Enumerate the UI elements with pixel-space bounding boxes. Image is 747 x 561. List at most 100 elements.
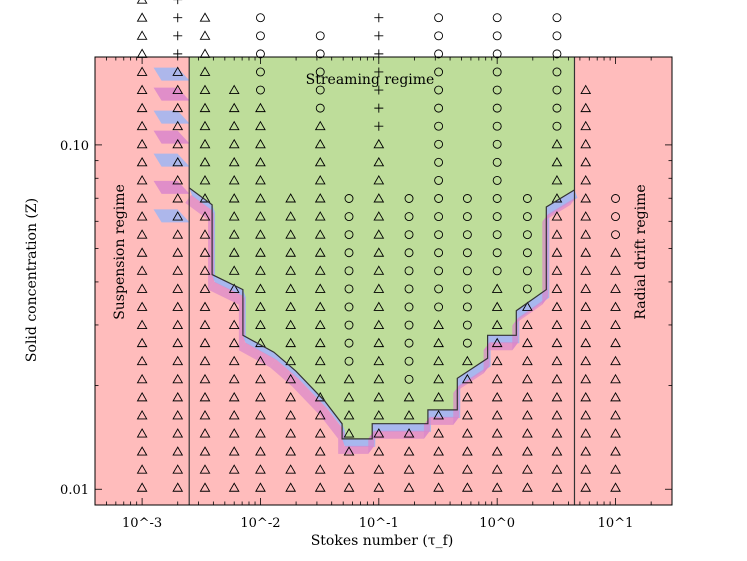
marker-triangle	[403, 446, 415, 456]
marker-triangle	[285, 337, 297, 348]
marker-triangle	[172, 355, 184, 366]
marker-circle	[492, 13, 502, 23]
marker-circle	[462, 338, 472, 348]
marker-circle	[492, 121, 502, 131]
marker-triangle	[255, 120, 266, 131]
marker-triangle	[228, 337, 240, 348]
marker-plus	[374, 85, 384, 95]
marker-triangle	[580, 175, 592, 185]
marker-triangle	[255, 229, 266, 239]
marker-triangle	[199, 211, 211, 221]
marker-triangle	[255, 283, 266, 293]
marker-triangle	[551, 446, 563, 456]
marker-triangle	[433, 482, 444, 492]
transition-band-magenta	[292, 378, 327, 417]
marker-circle	[256, 67, 265, 77]
x-axis-label: Stokes number (τ_f)	[311, 533, 454, 549]
marker-triangle	[491, 283, 503, 293]
marker-triangle	[228, 84, 240, 94]
marker-triangle	[136, 319, 148, 330]
marker-triangle	[610, 247, 621, 257]
marker-triangle	[228, 301, 240, 311]
marker-circle	[462, 194, 472, 203]
marker-triangle	[522, 410, 533, 420]
marker-circle	[344, 266, 354, 276]
marker-triangle	[343, 373, 355, 384]
marker-triangle	[199, 283, 211, 293]
marker-triangle	[551, 428, 563, 438]
marker-triangle	[343, 428, 355, 438]
marker-triangle	[433, 446, 444, 456]
marker-triangle	[343, 410, 355, 420]
axes: 10^-3 10^-2 10^-1 10^0 10^1 0.01 0.10	[60, 56, 673, 531]
marker-circle	[462, 248, 472, 258]
transition-band-magenta	[320, 408, 345, 439]
marker-triangle	[551, 193, 563, 203]
marker-triangle	[314, 319, 326, 330]
marker-triangle	[373, 373, 385, 384]
marker-circle	[522, 212, 532, 222]
marker-triangle	[199, 482, 211, 492]
marker-triangle	[285, 446, 297, 456]
marker-circle	[522, 194, 532, 203]
marker-circle	[552, 49, 562, 59]
marker-triangle	[403, 428, 415, 438]
marker-triangle	[136, 66, 148, 76]
marker-circle	[434, 13, 444, 23]
marker-triangle	[199, 12, 211, 22]
marker-circle	[404, 266, 414, 276]
marker-triangle	[610, 428, 621, 438]
marker-triangle	[610, 446, 621, 456]
marker-triangle	[403, 482, 415, 492]
marker-triangle	[136, 428, 148, 438]
marker-triangle	[136, 30, 148, 40]
marker-triangle	[580, 156, 592, 167]
marker-triangle	[199, 301, 211, 311]
marker-circle	[434, 284, 444, 294]
marker-circle	[552, 121, 562, 131]
marker-circle	[434, 139, 444, 149]
marker-triangle	[373, 193, 385, 203]
marker-triangle	[136, 373, 148, 384]
marker-triangle	[491, 355, 503, 366]
marker-circle	[492, 31, 502, 41]
marker-triangle	[172, 391, 184, 402]
marker-triangle	[136, 12, 148, 22]
marker-triangle	[314, 175, 326, 185]
marker-circle	[434, 248, 444, 258]
marker-plus	[374, 31, 384, 41]
marker-triangle	[136, 464, 148, 474]
marker-triangle	[285, 482, 297, 492]
marker-triangle	[285, 247, 297, 257]
marker-triangle	[285, 410, 297, 420]
marker-triangle	[314, 211, 326, 221]
marker-triangle	[199, 30, 211, 40]
marker-triangle	[403, 464, 415, 474]
transition-band-blue	[546, 189, 578, 216]
marker-triangle	[373, 247, 385, 257]
transition-band-blue	[242, 335, 277, 361]
marker-triangle	[580, 84, 592, 94]
marker-triangle	[433, 373, 444, 384]
marker-circle	[492, 67, 502, 77]
transition-band-blue	[324, 401, 346, 432]
marker-circle	[492, 248, 502, 258]
marker-triangle	[199, 428, 211, 438]
marker-triangle	[136, 391, 148, 402]
marker-plus	[374, 121, 384, 131]
marker-circle	[522, 230, 532, 240]
marker-triangle	[199, 355, 211, 366]
marker-circle	[552, 85, 562, 95]
marker-triangle	[580, 482, 592, 492]
marker-circle	[434, 194, 444, 203]
marker-circle	[315, 31, 325, 41]
marker-triangle	[491, 410, 503, 420]
marker-triangle	[580, 211, 592, 221]
marker-triangle	[172, 464, 184, 474]
marker-triangle	[433, 355, 444, 366]
marker-triangle	[491, 428, 503, 438]
marker-triangle	[255, 193, 266, 203]
marker-circle	[434, 157, 444, 167]
x-tick-label: 10^1	[598, 516, 634, 531]
marker-circle	[611, 194, 620, 203]
